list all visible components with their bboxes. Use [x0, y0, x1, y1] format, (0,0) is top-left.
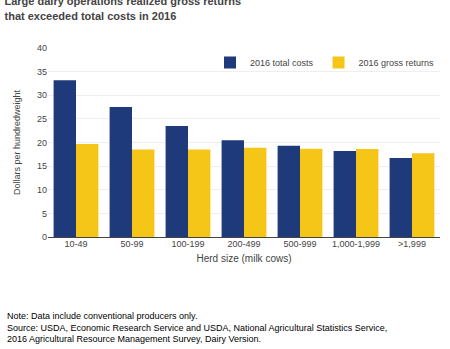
svg-text:20: 20 [37, 138, 47, 148]
svg-text:5: 5 [42, 209, 47, 219]
svg-text:25: 25 [37, 114, 47, 124]
svg-text:0: 0 [42, 232, 47, 242]
svg-text:2016 total costs: 2016 total costs [250, 58, 314, 68]
svg-text:10: 10 [37, 185, 47, 195]
svg-text:30: 30 [37, 90, 47, 100]
svg-text:10-49: 10-49 [64, 239, 87, 249]
svg-text:500-999: 500-999 [283, 239, 316, 249]
svg-text:35: 35 [37, 67, 47, 77]
svg-text:1,000-1,999: 1,000-1,999 [332, 239, 380, 249]
svg-text:Large dairy operations realize: Large dairy operations realized gross re… [5, 0, 242, 22]
svg-text:50-99: 50-99 [120, 239, 143, 249]
svg-text:100-199: 100-199 [171, 239, 204, 249]
svg-text:2016 gross returns: 2016 gross returns [359, 58, 435, 68]
svg-text:15: 15 [37, 161, 47, 171]
svg-text:Dollars per hundredweight: Dollars per hundredweight [12, 89, 22, 195]
svg-text:Herd size (milk cows): Herd size (milk cows) [196, 253, 291, 264]
svg-text:40: 40 [37, 43, 47, 53]
svg-text:Note: Data include conventiona: Note: Data include conventional producer… [7, 311, 387, 344]
svg-text:>1,999: >1,999 [398, 239, 426, 249]
svg-text:200-499: 200-499 [227, 239, 260, 249]
